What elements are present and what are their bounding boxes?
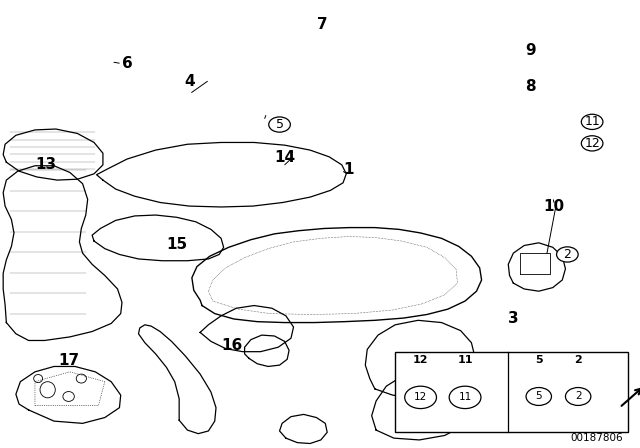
Text: 12: 12 (584, 137, 600, 150)
Circle shape (269, 117, 291, 132)
Circle shape (449, 386, 481, 409)
Circle shape (581, 114, 603, 129)
Text: 11: 11 (458, 355, 473, 365)
Text: 5: 5 (536, 392, 542, 401)
Text: 1: 1 (343, 162, 353, 177)
Text: 7: 7 (317, 17, 328, 32)
Text: 15: 15 (166, 237, 187, 252)
Text: 13: 13 (35, 157, 56, 172)
Text: 14: 14 (274, 150, 295, 165)
Text: 11: 11 (584, 115, 600, 129)
Text: 11: 11 (458, 392, 472, 402)
Text: 2: 2 (574, 355, 582, 365)
Text: 6: 6 (122, 56, 132, 71)
Text: 9: 9 (525, 43, 536, 58)
Text: 4: 4 (184, 74, 195, 89)
Text: 12: 12 (414, 392, 428, 402)
Text: 12: 12 (413, 355, 428, 365)
Text: 5: 5 (535, 355, 543, 365)
Text: 00187806: 00187806 (570, 433, 623, 443)
Text: 8: 8 (525, 78, 536, 94)
Text: 16: 16 (221, 338, 243, 353)
Text: 2: 2 (563, 248, 572, 261)
Circle shape (526, 388, 552, 405)
Circle shape (581, 136, 603, 151)
Circle shape (566, 388, 591, 405)
Text: 5: 5 (276, 118, 284, 131)
Text: 2: 2 (575, 392, 582, 401)
Text: 10: 10 (543, 198, 564, 214)
Circle shape (404, 386, 436, 409)
Text: 3: 3 (508, 310, 518, 326)
Circle shape (557, 247, 578, 262)
Text: 17: 17 (58, 353, 79, 368)
Bar (395, 352, 628, 432)
